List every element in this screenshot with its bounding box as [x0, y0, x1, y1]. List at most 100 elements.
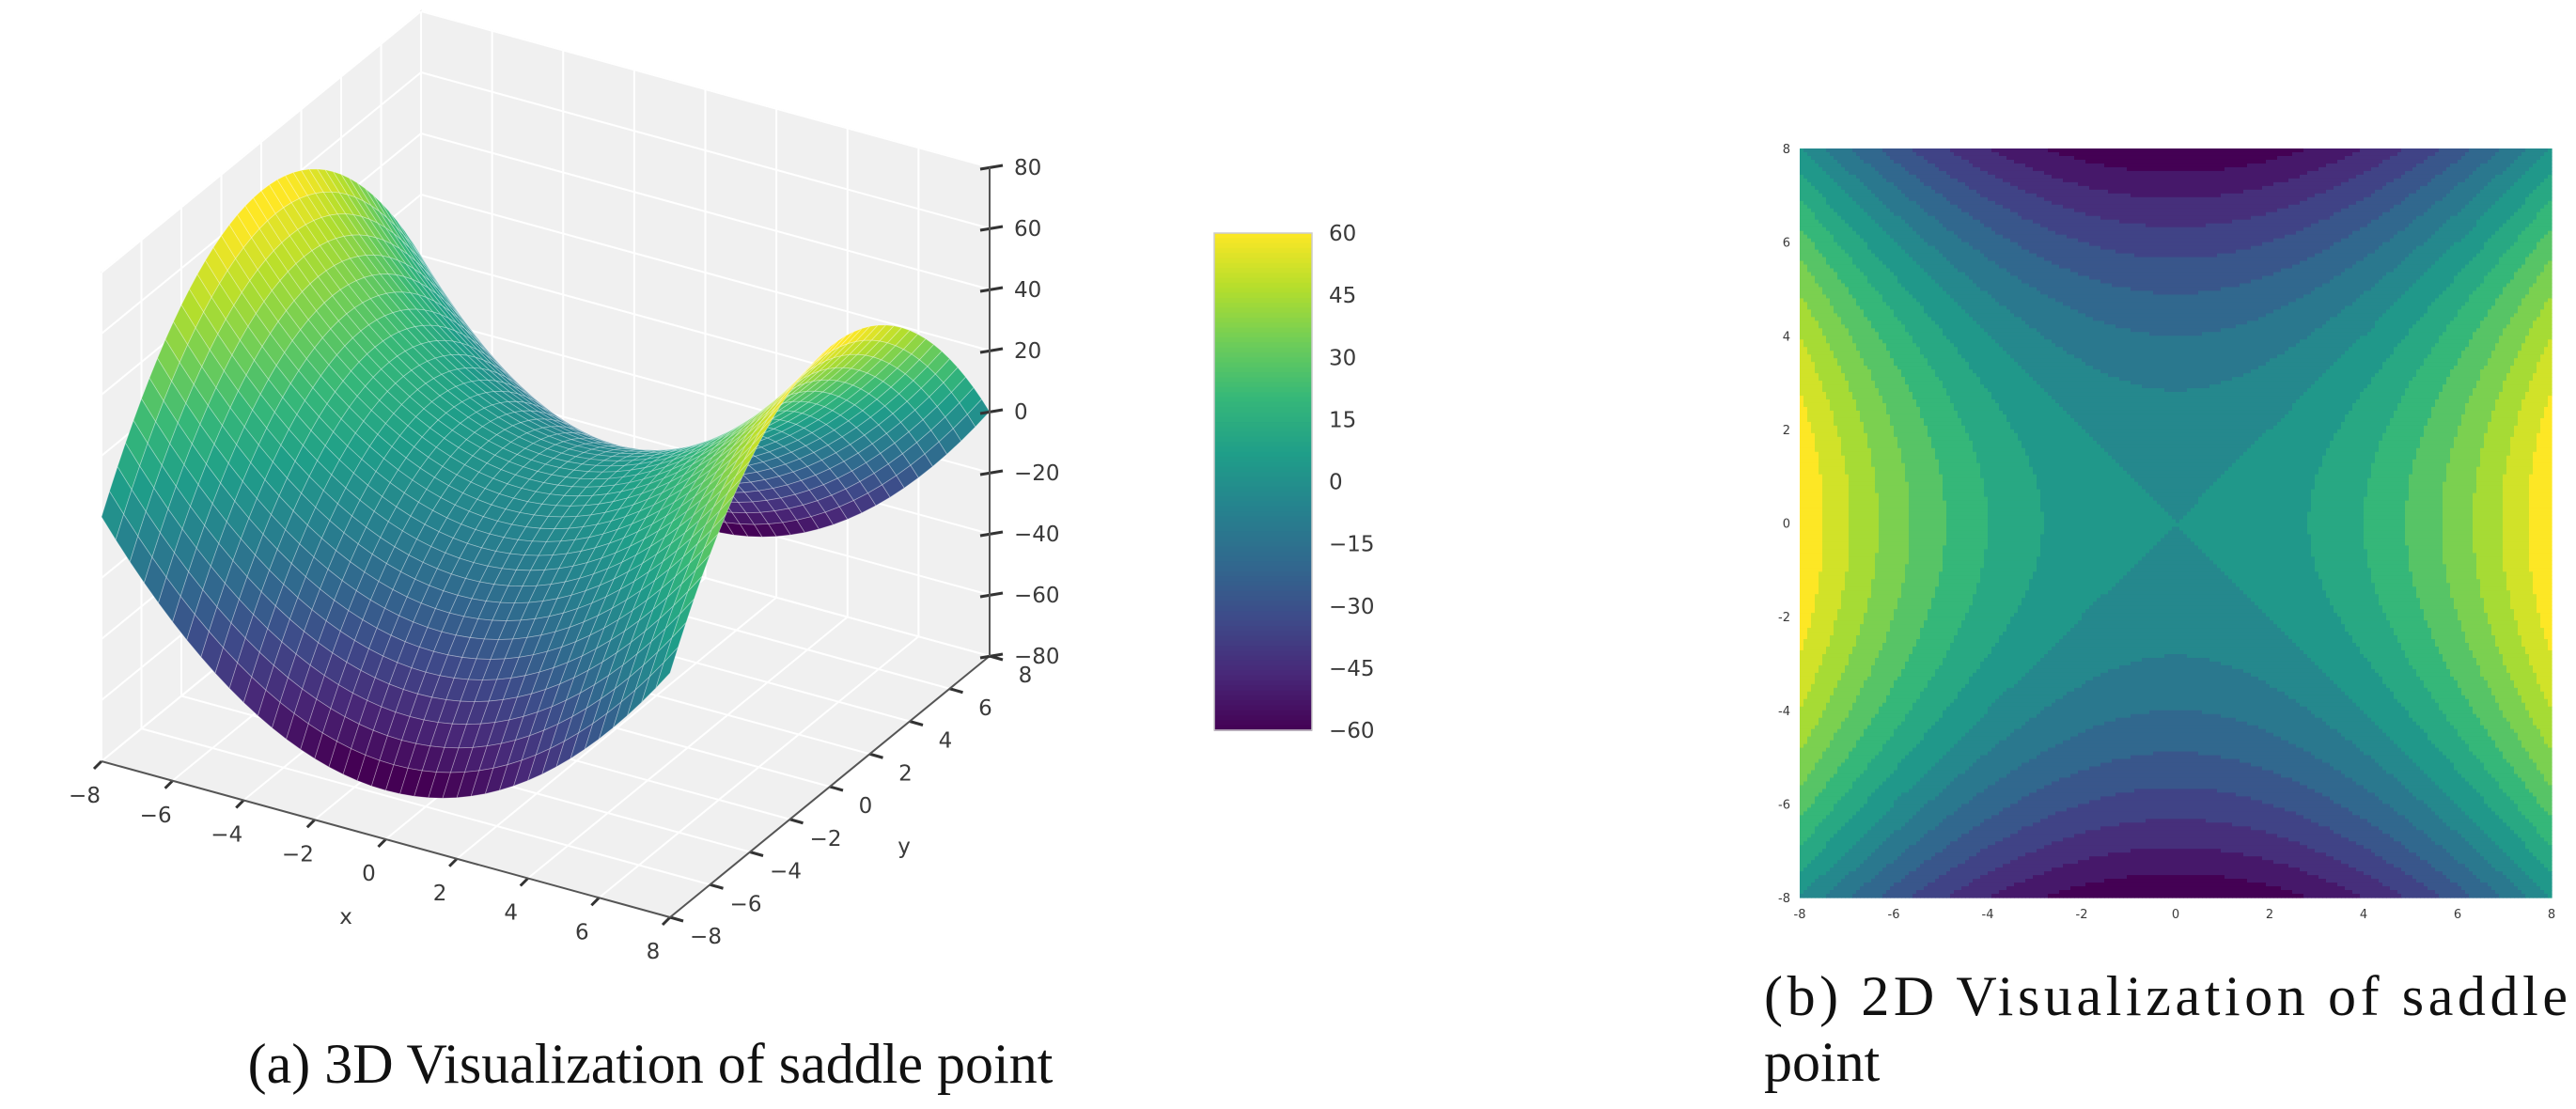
contour-cell — [1852, 586, 1857, 591]
contour-cell — [1841, 477, 1846, 483]
contour-cell — [1852, 459, 1857, 464]
contour-cell — [1830, 260, 1834, 266]
contour-cell — [1849, 451, 1853, 457]
contour-cell — [1826, 713, 1831, 719]
contour-cell — [1845, 396, 1850, 400]
contour-cell — [1803, 725, 1808, 730]
contour-cell — [1815, 664, 1819, 670]
contour-cell — [1849, 766, 1853, 772]
contour-cell — [1856, 553, 1861, 557]
colorbar-segment — [1214, 476, 1312, 483]
colorbar-segment — [1214, 386, 1312, 394]
contour-cell — [1803, 215, 1808, 221]
contour-cell — [1819, 762, 1823, 768]
colorbar-segment — [1214, 392, 1312, 398]
contour-cell — [1830, 366, 1834, 370]
contour-cell — [1852, 590, 1857, 595]
contour-cell — [1807, 579, 1812, 584]
contour-cell — [1815, 807, 1819, 812]
contour-cell — [1841, 687, 1846, 693]
contour-cell — [1826, 845, 1831, 850]
contour-cell — [1807, 163, 1812, 168]
contour-cell — [1811, 830, 1816, 835]
contour-cell — [1856, 320, 1861, 325]
contour-cell — [1811, 313, 1816, 318]
contour-cell — [1845, 515, 1850, 521]
contour-cell — [1826, 695, 1831, 700]
contour-cell — [1852, 526, 1857, 532]
contour-cell — [1845, 151, 1850, 157]
contour-cell — [1826, 657, 1831, 663]
contour-cell — [1845, 649, 1850, 655]
contour-cell — [1852, 504, 1857, 509]
contour-cell — [1822, 455, 1827, 461]
contour-cell — [1815, 871, 1819, 876]
contour-cell — [1830, 721, 1834, 726]
contour-cell — [1849, 575, 1853, 580]
colorbar-segment — [1214, 288, 1312, 294]
contour-cell — [1852, 302, 1857, 306]
contour-cell — [1849, 474, 1853, 479]
contour-cell — [1826, 632, 1831, 636]
contour-cell — [1819, 339, 1823, 344]
contour-cell — [1841, 590, 1846, 595]
contour-cell — [1849, 275, 1853, 281]
contour-cell — [1841, 417, 1846, 423]
contour-cell — [1822, 302, 1827, 306]
contour-cell — [1807, 343, 1812, 348]
colorbar-gradient — [1214, 233, 1312, 731]
contour-cell — [1803, 594, 1808, 599]
contour-cell — [1841, 440, 1846, 445]
contour-cell — [1856, 279, 1861, 285]
contour-cell — [1822, 571, 1827, 576]
contour-cell — [1819, 556, 1823, 561]
contour-cell — [1841, 826, 1846, 831]
contour-cell — [1834, 679, 1838, 685]
contour-cell — [1822, 530, 1827, 536]
contour-cell — [1856, 683, 1861, 689]
contour-cell — [1841, 553, 1846, 557]
contour-cell — [1807, 492, 1812, 498]
contour-cell — [1849, 617, 1853, 621]
contour-cell — [1803, 852, 1808, 857]
colorbar-segment — [1214, 446, 1312, 453]
contour-cell — [1830, 432, 1834, 438]
contour-cell — [1822, 687, 1827, 693]
contour-cell — [1852, 864, 1857, 868]
contour-cell — [1826, 290, 1831, 296]
contour-cell — [1826, 242, 1831, 247]
contour-cell — [1822, 683, 1827, 689]
contour-cell — [1803, 425, 1808, 430]
contour-cell — [1800, 571, 1804, 576]
contour-cell — [1819, 477, 1823, 483]
contour-cell — [1803, 819, 1808, 823]
contour-cell — [1803, 305, 1808, 310]
contour-cell — [1803, 249, 1808, 255]
contour-cell — [1837, 211, 1842, 217]
contour-cell — [1800, 447, 1804, 453]
contour-cell — [1856, 500, 1861, 506]
contour-cell — [1841, 886, 1846, 891]
contour-cell — [1837, 852, 1842, 857]
contour-cell — [1811, 579, 1816, 584]
contour-cell — [1811, 609, 1816, 614]
contour-cell — [1819, 320, 1823, 325]
contour-cell — [1849, 421, 1853, 427]
contour-cell — [1826, 687, 1831, 693]
contour-cell — [1822, 758, 1827, 764]
contour-cell — [1807, 804, 1812, 808]
contour-cell — [1800, 242, 1804, 247]
contour-cell — [1852, 538, 1857, 543]
contour-cell — [1811, 181, 1816, 187]
contour-cell — [1803, 189, 1808, 195]
contour-cell — [1819, 571, 1823, 576]
contour-cell — [1856, 560, 1861, 565]
contour-cell — [1800, 609, 1804, 614]
contour-cell — [1815, 373, 1819, 378]
contour-cell — [1834, 174, 1838, 180]
colorbar-segment — [1214, 665, 1312, 672]
contour-cell — [1811, 257, 1816, 262]
contour-cell — [1845, 845, 1850, 850]
contour-cell — [1856, 617, 1861, 621]
contour-cell — [1819, 792, 1823, 798]
